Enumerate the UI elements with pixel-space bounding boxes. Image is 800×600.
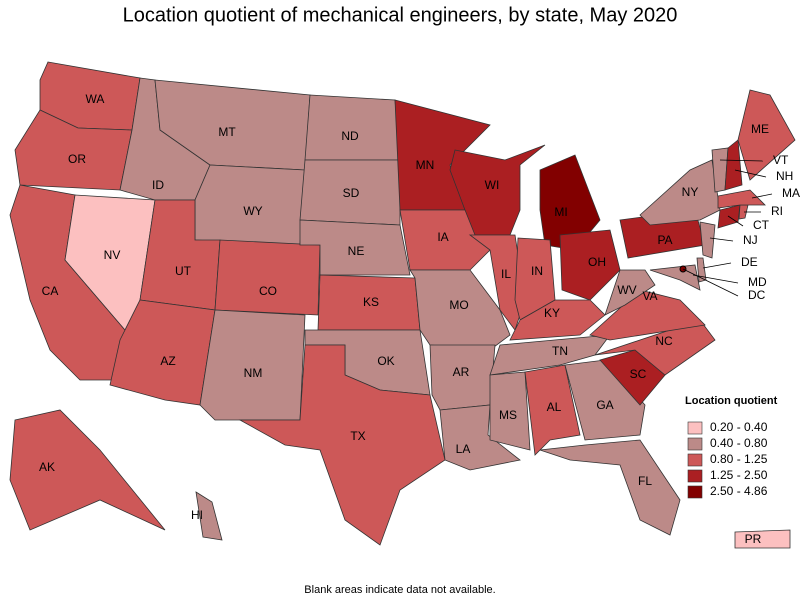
leader-line [734, 169, 767, 178]
state-label: WI [485, 178, 500, 192]
state-label: ID [152, 178, 164, 192]
legend-swatch [687, 469, 703, 483]
leader-line [692, 274, 739, 284]
state [524, 364, 581, 456]
leader-line [682, 268, 739, 297]
leader-line [719, 159, 764, 162]
state [238, 344, 446, 546]
legend-label: 1.25 - 2.50 [710, 468, 768, 482]
state [649, 264, 701, 291]
state-label: WA [86, 92, 105, 106]
state-label: NV [104, 248, 121, 262]
state-label: CO [259, 284, 277, 298]
state-label: MT [218, 125, 236, 139]
state-label: MA [782, 186, 800, 200]
state-label: GA [596, 398, 613, 412]
state-label: OK [377, 354, 394, 368]
state [9, 409, 166, 531]
state-label: NC [655, 334, 673, 348]
legend-title: Location quotient [685, 395, 778, 407]
state-label: MD [748, 275, 767, 289]
state-label: AK [39, 460, 55, 474]
state-label: SD [343, 186, 360, 200]
state [489, 334, 611, 376]
state-label: VA [642, 289, 657, 303]
state-label: NE [348, 244, 365, 258]
legend-label: 0.20 - 0.40 [710, 420, 768, 434]
leader-line [727, 215, 744, 227]
state-label: PR [745, 532, 762, 546]
state-label: MO [449, 298, 468, 312]
state-label: KY [544, 306, 560, 320]
state-label: IN [531, 264, 543, 278]
state [195, 491, 223, 541]
legend-label: 0.80 - 1.25 [710, 452, 768, 466]
state-label: NY [682, 185, 699, 199]
state-label: AL [547, 400, 562, 414]
state-label: ND [341, 129, 359, 143]
state-label: WV [617, 283, 636, 297]
state-label: IA [437, 230, 448, 244]
leader-line [709, 237, 734, 242]
state-label: RI [771, 204, 783, 218]
state [724, 139, 743, 191]
legend-label: 2.50 - 4.86 [710, 484, 768, 498]
state [199, 309, 306, 421]
state-label: DC [748, 288, 766, 302]
state-label: UT [175, 264, 192, 278]
state-label: CT [753, 218, 770, 232]
state-label: KS [363, 295, 379, 309]
state [717, 189, 766, 209]
state-label: DE [741, 255, 758, 269]
map-title: Location quotient of mechanical engineer… [123, 4, 678, 26]
state-label: HI [191, 508, 203, 522]
state-label: ME [751, 122, 769, 136]
state [449, 144, 546, 236]
state-label: NJ [743, 233, 758, 247]
legend-swatch [687, 437, 703, 451]
states [9, 61, 796, 549]
state [399, 209, 491, 271]
legend-swatch [687, 453, 703, 467]
state-label: SC [630, 367, 647, 381]
state [699, 221, 716, 259]
state-label: MS [499, 408, 517, 422]
leader-line [702, 262, 732, 269]
state-label: AR [453, 365, 470, 379]
state-label: AZ [160, 354, 175, 368]
state-label: MI [554, 205, 567, 219]
state [564, 359, 646, 441]
footnote: Blank areas indicate data not available. [304, 584, 495, 596]
state-label: OR [68, 152, 86, 166]
state [539, 439, 681, 536]
state [734, 529, 791, 549]
state [639, 159, 721, 226]
legend-swatch [687, 485, 703, 499]
state [304, 94, 401, 161]
state-label: WY [243, 204, 262, 218]
state-label: VT [773, 153, 789, 167]
legend-label: 0.40 - 0.80 [710, 436, 768, 450]
state [489, 371, 531, 451]
state-label: TN [552, 344, 568, 358]
state-label: MN [416, 158, 435, 172]
state-label: IL [501, 267, 511, 281]
state [559, 229, 621, 301]
state-label: OH [588, 255, 606, 269]
leader-line [751, 193, 773, 199]
state-label: TX [350, 429, 365, 443]
state-label: CA [42, 284, 59, 298]
legend-swatch [687, 421, 703, 435]
state [604, 269, 656, 316]
state-label: LA [456, 442, 471, 456]
state-label: NH [776, 169, 793, 183]
state-label: PA [657, 233, 672, 247]
state [214, 239, 321, 316]
state-label: NM [244, 366, 263, 380]
state-label: FL [638, 474, 652, 488]
